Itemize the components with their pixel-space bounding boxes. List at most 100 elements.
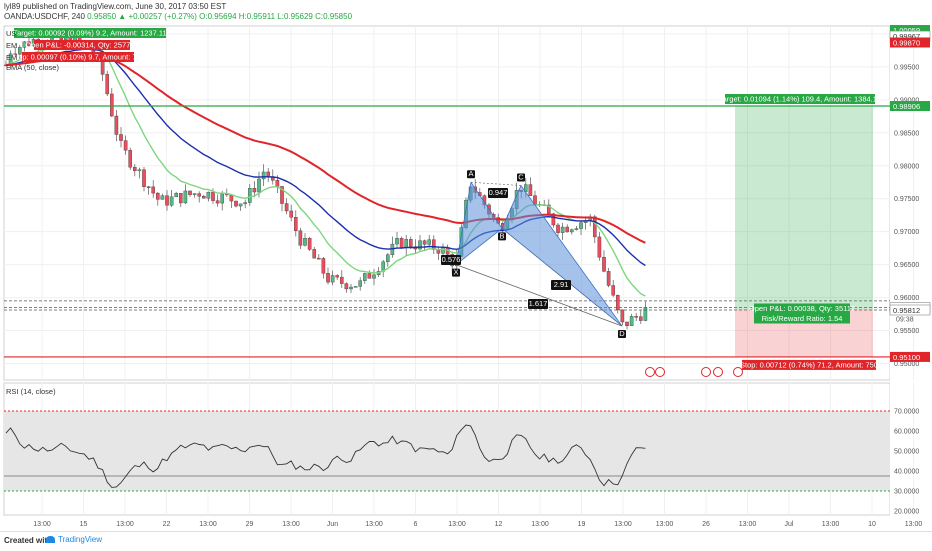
candle-body [188,190,192,195]
candle-body [266,171,271,177]
candle-body [556,224,560,233]
candle-body [432,239,436,250]
candle-body [353,286,358,288]
candle-body [247,188,252,203]
candle-body [261,171,266,180]
candle-body [183,190,188,204]
candle-body [597,236,602,258]
time-tick-label: 15 [80,521,88,528]
symbol-name[interactable]: OANDA:USDCHF, 240 [4,12,85,21]
pattern-point-d-bg [618,329,626,338]
candle-body [109,93,114,117]
candle-body [312,249,317,259]
time-tick-label: 19 [578,521,586,528]
candle-body [547,204,551,214]
rsi-band [4,411,890,491]
candle-body [358,280,363,287]
price-tag-target: 1.00059 [893,26,920,35]
candle-body [303,238,307,246]
pattern-bd-line [501,228,623,327]
pattern-xab-triangle[interactable] [455,181,503,266]
candle-body [132,166,137,172]
candle-body [238,203,243,207]
symbol-line: OANDA:USDCHF, 240 0.95850 ▲ +0.00257 (+0… [4,12,352,21]
time-tick-label: 10 [868,521,876,528]
candle-body [629,316,634,326]
pattern-point-c-bg [517,173,525,182]
event-flag-icon[interactable] [713,367,723,377]
target-zone[interactable] [735,106,873,310]
candle-body [611,285,615,296]
candle-body [289,210,294,218]
time-tick-label: 13:00 [822,521,840,528]
candle-body [570,229,574,233]
price-tag-open: 0.99967 [893,32,920,41]
candle-body [367,273,372,279]
pattern-ratio-bg [488,188,508,198]
candle-body [643,307,648,321]
time-tick-label: 13:00 [282,521,300,528]
time-tick-label: 13:00 [656,521,674,528]
pattern-ratio-bg [551,280,571,290]
indicator-legend-sma: US [6,29,16,38]
candle-body [422,240,427,245]
pattern-point-c: C [518,173,524,182]
candle-body [169,196,174,206]
candle-body [280,186,284,204]
pattern-point-a: A [468,169,473,178]
candle-body [206,191,211,199]
price-tag-stop-bg [890,37,930,48]
time-tick-label: 12 [495,521,503,528]
pattern-point-a-bg [467,170,475,179]
target-top-label-bg [14,28,166,38]
rsi-tick-label: 30.0000 [894,489,919,496]
candle-body [123,140,128,151]
candle-body [192,193,197,195]
candle-body [234,200,238,207]
candle-body [229,194,234,202]
time-tick-label: 13:00 [116,521,134,528]
candle-body [105,74,109,95]
price-tag-stop-right: 0.95100 [893,353,920,362]
pattern-ratio-label: 0.576 [442,255,461,264]
candle-body [565,226,569,233]
time-tick-label: 13:00 [531,521,549,528]
price-tick-label: 0.95000 [894,361,919,368]
event-flag-icon[interactable] [655,367,665,377]
candle-body [211,191,215,201]
candle-body [220,193,225,204]
pattern-ac-line [470,181,522,186]
price-tick-label: 0.98500 [894,130,919,137]
chart-header: lyl89 published on TradingView.com, June… [0,0,932,24]
event-flag-icon[interactable] [733,367,743,377]
event-flag-icon[interactable] [645,367,655,377]
tradingview-link[interactable]: TradingView [46,535,102,544]
candle-body [344,283,349,290]
time-tick-label: 13:00 [614,521,632,528]
candle-body [114,115,119,135]
created-with-label: Created with [4,536,53,545]
candle-body [257,178,261,193]
price-chart[interactable]: 13:00 15 13:00 22 13:00 29 13:00 Jun 13:00 6 13:00… [0,0,932,531]
event-flag-icon[interactable] [701,367,711,377]
target-right-label-bg [725,94,875,105]
rsi-tick-label: 70.0000 [894,409,919,416]
target-top-label: Target: 0.00092 (0.09%) 9.2, Amount: 123… [13,29,166,38]
candle-body [386,254,390,263]
candle-body [165,195,169,206]
price-tick-label: 0.99000 [894,97,919,104]
candle-body [579,222,583,229]
candle-body [593,216,597,238]
candle-body [215,200,220,204]
open-pnl-right-label: Open P&L: 0.00038, Qty: 35112 [749,304,855,313]
candle-body [298,230,303,246]
candle-body [639,316,643,321]
pattern-point-x: X [453,268,458,277]
candle-body [404,239,409,249]
time-tick-label: 29 [246,521,254,528]
price-tick-label: 0.96000 [894,295,919,302]
candle-body [243,202,248,205]
rsi-legend: RSI (14, close) [6,387,56,396]
candle-body [441,247,445,254]
open-pnl-top-label: Open P&L: -0.00314, Qty: 257731 [25,41,138,50]
